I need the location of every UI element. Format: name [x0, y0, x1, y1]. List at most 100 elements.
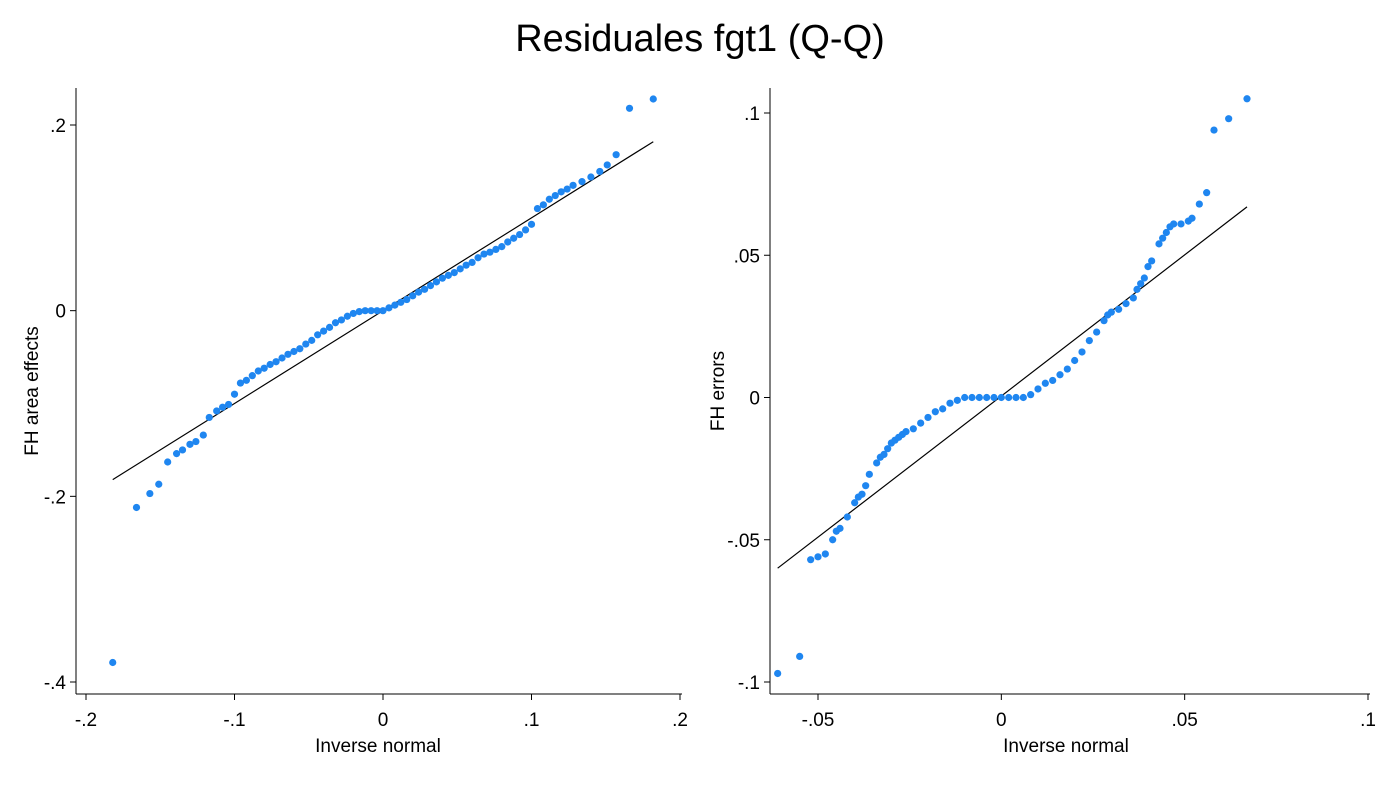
data-point — [172, 450, 181, 458]
data-point — [917, 419, 925, 427]
data-point — [337, 316, 346, 324]
data-point — [1203, 189, 1211, 197]
y-tick-label: -.05 — [727, 531, 760, 552]
reference-line — [777, 206, 1248, 569]
data-point — [254, 367, 262, 375]
x-tick-label: 0 — [378, 710, 389, 731]
data-point — [931, 408, 939, 416]
data-point — [1085, 337, 1093, 345]
y-tick-label: -.4 — [44, 673, 67, 694]
data-point — [1188, 214, 1196, 222]
data-point — [450, 269, 458, 277]
data-point — [308, 336, 316, 344]
figure-title: Residuales fgt1 (Q-Q) — [515, 18, 885, 60]
data-point — [953, 396, 961, 404]
data-point — [385, 304, 393, 312]
data-point — [1041, 379, 1049, 387]
data-point — [1148, 257, 1156, 265]
y-axis-title: FH errors — [708, 351, 729, 431]
data-point — [975, 393, 983, 402]
data-point — [880, 450, 888, 458]
data-point — [1115, 305, 1123, 313]
data-point — [1027, 391, 1035, 399]
data-point — [420, 285, 429, 293]
data-point — [199, 431, 207, 439]
data-point — [1063, 365, 1071, 373]
data-point — [814, 553, 822, 561]
data-point — [132, 503, 141, 512]
data-point — [397, 298, 405, 306]
data-point — [539, 201, 547, 209]
x-tick-label: .1 — [524, 710, 540, 731]
data-point — [858, 490, 866, 498]
data-point — [1019, 393, 1027, 402]
data-point — [462, 261, 470, 269]
data-point — [426, 282, 435, 290]
data-point — [1177, 220, 1185, 228]
data-point — [939, 405, 947, 413]
data-point — [796, 652, 804, 660]
data-point — [851, 499, 859, 507]
data-point — [432, 278, 441, 286]
data-point — [649, 95, 657, 103]
data-point — [355, 307, 363, 316]
data-point — [272, 358, 280, 366]
data-point — [1012, 393, 1020, 402]
data-point — [296, 345, 304, 353]
data-point — [186, 440, 194, 448]
data-point — [155, 480, 163, 488]
data-point — [373, 307, 381, 315]
x-tick-label: -.1 — [223, 710, 245, 731]
data-point — [563, 185, 571, 193]
data-point — [1159, 234, 1167, 242]
data-point — [486, 248, 494, 256]
data-point — [884, 445, 892, 453]
data-point — [909, 425, 917, 433]
data-point — [990, 393, 998, 402]
data-point — [1078, 348, 1086, 356]
data-point — [946, 399, 954, 407]
data-point — [1243, 95, 1251, 103]
x-axis-title: Inverse normal — [315, 736, 441, 757]
data-point — [862, 482, 870, 490]
data-point — [1093, 328, 1101, 336]
data-point — [865, 470, 873, 478]
data-point — [219, 403, 227, 411]
data-point — [1056, 371, 1064, 379]
y-tick-label: .2 — [50, 116, 66, 137]
data-point — [1170, 220, 1178, 228]
data-point — [1137, 280, 1145, 288]
data-point — [1133, 285, 1141, 293]
x-tick-label: 0 — [996, 710, 1007, 731]
errors-panel: -.1 -.05 0 .05 .1 -.05 0 .05 .1 Inverse normal FH … — [708, 88, 1376, 757]
data-point — [545, 195, 553, 203]
data-point — [521, 226, 530, 234]
data-point — [468, 258, 476, 266]
data-point — [902, 428, 910, 436]
data-point — [278, 354, 286, 362]
data-point — [242, 376, 250, 384]
data-point — [367, 307, 375, 315]
data-point — [284, 350, 292, 358]
data-point — [551, 191, 559, 200]
data-point — [924, 413, 932, 422]
y-tick-label: -.1 — [738, 673, 760, 694]
data-point — [1210, 126, 1218, 134]
data-point — [164, 458, 172, 466]
data-point — [409, 292, 417, 300]
data-point — [456, 265, 464, 273]
data-point — [1071, 356, 1079, 365]
data-point — [807, 556, 815, 564]
data-point — [290, 347, 298, 356]
data-point — [596, 167, 604, 176]
data-point — [320, 327, 328, 335]
data-point — [1107, 308, 1115, 316]
data-point — [873, 459, 881, 467]
data-point — [821, 550, 829, 558]
y-tick-label: .05 — [734, 246, 760, 267]
data-point — [1162, 228, 1170, 237]
x-tick-label: .05 — [1171, 710, 1197, 731]
data-point — [1225, 115, 1233, 123]
data-point — [1129, 294, 1137, 302]
